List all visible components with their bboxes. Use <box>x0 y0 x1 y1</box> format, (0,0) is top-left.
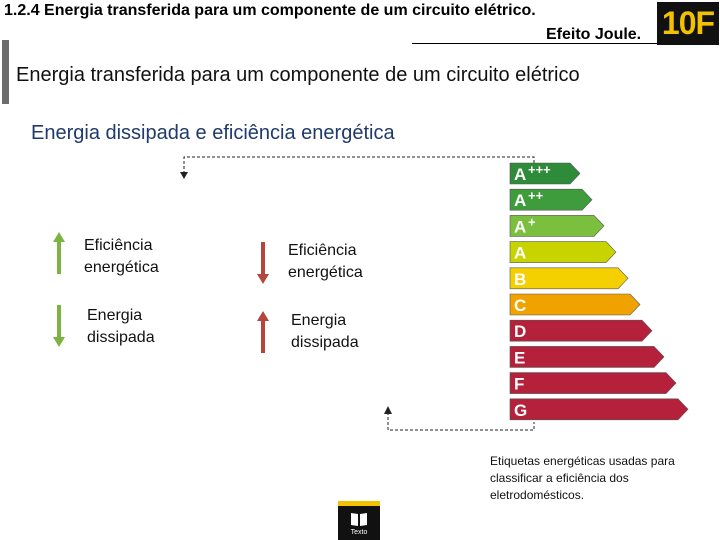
bottom-connector <box>387 412 535 431</box>
energy-class-bar: A + <box>509 214 605 237</box>
energy-class-bar-shape <box>509 188 593 211</box>
top-connector-arrowhead <box>180 172 188 179</box>
slide-header-title: 1.2.4 Energia transferida para um compon… <box>4 2 536 19</box>
right-efficiency-label: Eficiência energética <box>288 242 363 281</box>
energy-class-label: D <box>514 322 526 341</box>
left-efficiency-label: Eficiência energética <box>84 237 159 276</box>
right-dissipated-label: Energia dissipada <box>291 312 359 351</box>
energy-class-bar: E <box>509 346 665 368</box>
publisher-logo-band <box>338 501 380 506</box>
efficiency-down-arrow-icon <box>257 242 269 284</box>
energy-class-bar-shape <box>509 293 641 316</box>
energy-class-label: A <box>514 244 526 263</box>
book-icon <box>350 512 368 532</box>
energy-class-label: A <box>514 191 526 210</box>
energy-class-label: C <box>514 296 526 315</box>
energy-class-label: A <box>514 217 526 236</box>
energy-class-bar-shape <box>509 267 629 290</box>
dissipated-up-arrow-icon <box>257 311 269 353</box>
energy-class-bar: A <box>509 241 617 263</box>
energy-class-bar: F <box>509 372 677 394</box>
left-dissipated-label: Energia dissipada <box>87 307 155 346</box>
energy-class-bar: G <box>509 398 689 421</box>
grade-badge-label: 10F <box>661 5 715 41</box>
header-underline <box>412 43 658 44</box>
energy-class-bar: A ++ <box>509 188 593 211</box>
publisher-logo-text: Texto <box>350 529 368 536</box>
energy-class-plus-label: ++ <box>528 188 544 203</box>
energy-class-bar-shape <box>509 319 653 342</box>
top-connector <box>183 156 535 174</box>
energy-class-label: E <box>514 348 525 367</box>
energy-class-bar-shape <box>509 215 605 237</box>
publisher-logo <box>338 501 380 540</box>
slide-subtitle: Energia dissipada e eficiência energétic… <box>31 122 395 144</box>
energy-class-bar-shape <box>509 346 665 368</box>
energy-class-label: A <box>514 165 526 184</box>
energy-class-bar: B <box>509 267 629 290</box>
energy-class-label: G <box>514 401 527 420</box>
energy-class-bar-shape <box>509 398 689 421</box>
figure-caption: Etiquetas energéticas usadas para classi… <box>490 454 675 502</box>
energy-class-bar: A +++ <box>509 162 581 185</box>
energy-class-plus-label: +++ <box>528 162 551 177</box>
efficiency-up-arrow-icon <box>53 232 65 274</box>
energy-class-bar-shape <box>509 372 677 394</box>
slide-title: Energia transferida para um componente d… <box>16 64 580 86</box>
energy-class-bar-shape <box>509 241 617 263</box>
energy-class-bar-shape <box>509 162 581 185</box>
dissipated-down-arrow-icon <box>53 305 65 347</box>
grade-badge: 10F <box>657 2 719 45</box>
energy-class-label: F <box>514 375 524 394</box>
side-accent-bar <box>2 40 9 104</box>
slide-header-subtitle: Efeito Joule. <box>546 26 642 43</box>
energy-class-bar: D <box>509 319 653 342</box>
energy-class-plus-label: + <box>528 214 536 229</box>
bottom-connector-arrowhead <box>384 406 392 414</box>
energy-class-bar: C <box>509 293 641 316</box>
energy-class-label: B <box>514 270 526 289</box>
